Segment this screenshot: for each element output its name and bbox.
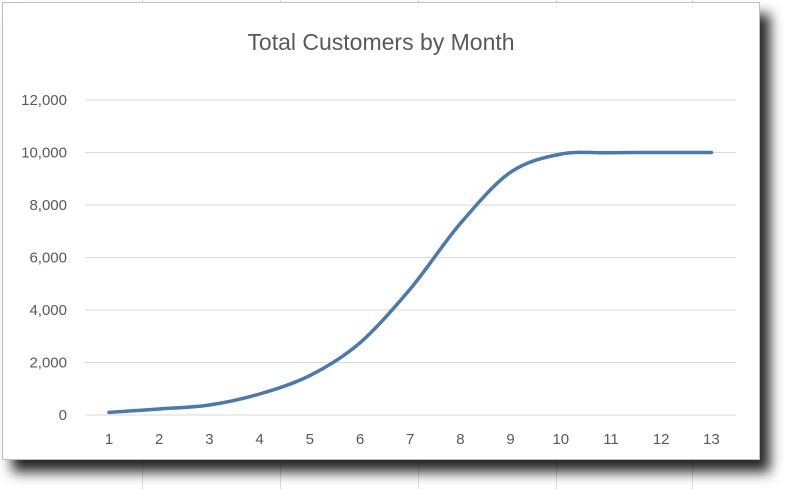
series-lines bbox=[107, 150, 714, 415]
gridlines bbox=[85, 99, 736, 416]
x-tick-label: 5 bbox=[306, 431, 314, 448]
x-tick-label: 7 bbox=[406, 431, 414, 448]
x-tick-label: 1 bbox=[105, 431, 113, 448]
y-axis-tick-labels: 0 2,000 4,000 6,000 8,000 10,000 12,000 bbox=[21, 92, 67, 424]
series-line bbox=[107, 150, 714, 415]
x-tick-label: 3 bbox=[205, 431, 213, 448]
x-tick-label: 2 bbox=[155, 431, 163, 448]
x-tick-label: 11 bbox=[603, 431, 619, 448]
x-tick-label: 13 bbox=[703, 431, 720, 448]
x-tick-label: 4 bbox=[255, 431, 263, 448]
x-tick-label: 10 bbox=[552, 431, 569, 448]
y-tick-label: 4,000 bbox=[29, 302, 67, 319]
x-tick-label: 12 bbox=[653, 431, 670, 448]
y-tick-label: 12,000 bbox=[21, 92, 67, 109]
y-tick-label: 8,000 bbox=[29, 197, 67, 214]
chart-title: Total Customers by Month bbox=[247, 29, 515, 55]
y-tick-label: 10,000 bbox=[21, 145, 67, 162]
y-tick-label: 2,000 bbox=[29, 355, 67, 372]
y-tick-label: 6,000 bbox=[29, 250, 67, 267]
x-tick-label: 9 bbox=[506, 431, 514, 448]
x-tick-label: 6 bbox=[356, 431, 364, 448]
chart-container[interactable]: Total Customers by Month 0 2,000 4,000 6,00… bbox=[2, 2, 760, 460]
y-tick-label: 0 bbox=[59, 407, 67, 424]
x-axis-tick-labels: 1 2 3 4 5 6 7 8 9 10 11 12 13 bbox=[105, 431, 720, 448]
x-tick-label: 8 bbox=[456, 431, 464, 448]
